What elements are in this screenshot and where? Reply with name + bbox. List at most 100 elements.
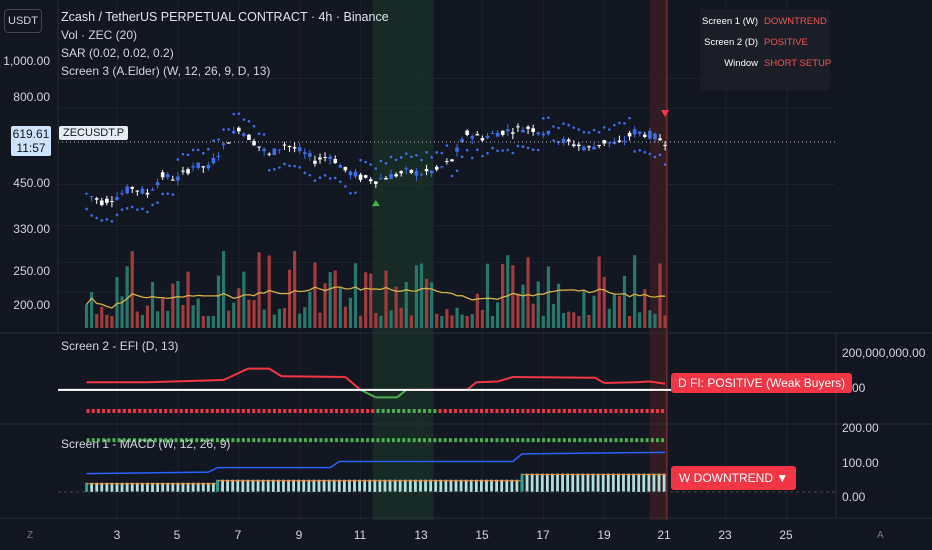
volume-bar bbox=[191, 305, 195, 328]
macd-signal-dot bbox=[143, 438, 147, 443]
efi-signal-dot bbox=[303, 409, 307, 413]
volume-bar bbox=[643, 289, 647, 328]
candle-body bbox=[440, 166, 444, 168]
efi-signal-dot bbox=[547, 409, 551, 413]
volume-bar bbox=[216, 275, 221, 328]
efi-signal-dot bbox=[169, 409, 173, 413]
volume-bar bbox=[181, 304, 185, 328]
macd-signal-dot bbox=[360, 438, 364, 443]
macd-histogram-bar bbox=[186, 482, 190, 492]
efi-line-segment bbox=[466, 381, 477, 391]
macd-signal-dot bbox=[542, 438, 546, 443]
macd-histogram-bar bbox=[479, 479, 483, 492]
sar-dot bbox=[242, 118, 246, 121]
efi-signal-dot bbox=[479, 409, 483, 413]
efi-signal-dot bbox=[619, 409, 623, 413]
macd-signal-dot bbox=[102, 438, 106, 443]
macd-histogram-bar bbox=[424, 479, 427, 492]
candle-body bbox=[592, 146, 596, 150]
efi-signal-dot bbox=[428, 409, 432, 413]
macd-signal-dot bbox=[500, 438, 504, 443]
efi-signal-dot bbox=[526, 409, 530, 413]
volume-bar bbox=[435, 313, 439, 328]
sar-dot bbox=[607, 128, 611, 131]
efi-signal-dot bbox=[609, 409, 613, 413]
volume-bar bbox=[440, 315, 444, 328]
efi-signal-dot bbox=[624, 409, 628, 413]
macd-signal-dot bbox=[630, 438, 634, 443]
macd-histogram-bar bbox=[332, 479, 336, 492]
macd-histogram-bar bbox=[115, 482, 119, 492]
sar-dot bbox=[496, 149, 499, 152]
macd-histogram-bar bbox=[627, 473, 630, 492]
efi-signal-dot bbox=[417, 409, 421, 413]
candle-body bbox=[358, 174, 363, 180]
efi-signal-dot bbox=[190, 409, 194, 413]
efi-signal-dot bbox=[588, 409, 592, 413]
candle-body bbox=[328, 156, 332, 160]
volume-bar bbox=[638, 312, 642, 328]
macd-histogram-bar bbox=[419, 479, 422, 492]
macd-signal-dot bbox=[381, 438, 385, 443]
candle-body bbox=[566, 139, 571, 142]
sar-dot bbox=[552, 125, 555, 128]
auto-scale-button[interactable]: A bbox=[877, 530, 884, 541]
symbol-currency-badge[interactable]: USDT bbox=[4, 9, 42, 33]
price-axis-label: 200.00 bbox=[13, 298, 50, 312]
volume-bar bbox=[130, 251, 134, 328]
volume-bar bbox=[582, 290, 586, 328]
timezone-button[interactable]: Z bbox=[27, 530, 34, 541]
time-axis-label: 19 bbox=[597, 528, 611, 542]
volume-bar bbox=[171, 283, 175, 328]
macd-signal-dot bbox=[578, 438, 582, 443]
time-axis-label: 9 bbox=[295, 528, 303, 542]
efi-signal-dot bbox=[112, 409, 116, 413]
macd-histogram-bar bbox=[322, 479, 326, 492]
macd-histogram-bar bbox=[454, 479, 458, 492]
price-axis-label: 800.00 bbox=[13, 90, 50, 104]
chart-title[interactable]: Zcash / TetherUS PERPETUAL CONTRACT · 4h… bbox=[61, 10, 389, 24]
macd-signal-dot bbox=[661, 438, 665, 443]
candle-body bbox=[531, 128, 535, 132]
macd-signal-dot bbox=[386, 438, 390, 443]
sar-dot bbox=[425, 150, 428, 154]
efi-signal-dot bbox=[324, 409, 328, 413]
candle-body bbox=[429, 170, 434, 174]
sar-dot bbox=[592, 128, 596, 132]
sar-dot bbox=[130, 205, 134, 209]
candle-body bbox=[252, 140, 256, 146]
sar-dot bbox=[85, 207, 88, 211]
macd-histogram-bar bbox=[337, 479, 341, 492]
legend-volume[interactable]: Vol · ZEC (20) bbox=[61, 28, 138, 42]
time-axis-label: 3 bbox=[113, 528, 121, 542]
macd-histogram-bar bbox=[520, 473, 524, 492]
legend-screen3[interactable]: Screen 3 (A.Elder) (W, 12, 26, 9, D, 13) bbox=[61, 64, 271, 78]
volume-bar bbox=[125, 266, 129, 328]
macd-histogram-bar bbox=[368, 479, 372, 492]
macd-signal-dot bbox=[505, 438, 509, 443]
macd-histogram-bar bbox=[181, 482, 185, 492]
volume-bar bbox=[394, 286, 398, 328]
macd-histogram-bar bbox=[647, 473, 651, 492]
volume-bar bbox=[536, 281, 540, 328]
efi-pane-label[interactable]: Screen 2 - EFI (D, 13) bbox=[61, 339, 179, 353]
macd-histogram-bar bbox=[196, 482, 200, 492]
efi-signal-dot bbox=[184, 409, 188, 413]
sar-dot bbox=[542, 117, 545, 120]
volume-bar bbox=[551, 303, 556, 328]
macd-pane-label[interactable]: Screen 1 - MACD (W, 12, 26, 9) bbox=[61, 437, 231, 451]
efi-signal-dot bbox=[578, 409, 582, 413]
sar-dot bbox=[658, 153, 662, 157]
macd-signal-dot bbox=[350, 438, 354, 443]
efi-signal-dot bbox=[355, 409, 359, 413]
volume-ma-line bbox=[86, 286, 666, 309]
candle-body bbox=[318, 157, 322, 160]
volume-bar bbox=[633, 255, 637, 328]
efi-signal-dot bbox=[511, 409, 515, 413]
candle-body bbox=[399, 171, 403, 174]
legend-sar[interactable]: SAR (0.02, 0.02, 0.2) bbox=[61, 46, 174, 60]
efi-signal-dot bbox=[252, 409, 256, 413]
sar-dot bbox=[470, 156, 474, 160]
volume-bar bbox=[546, 266, 550, 328]
